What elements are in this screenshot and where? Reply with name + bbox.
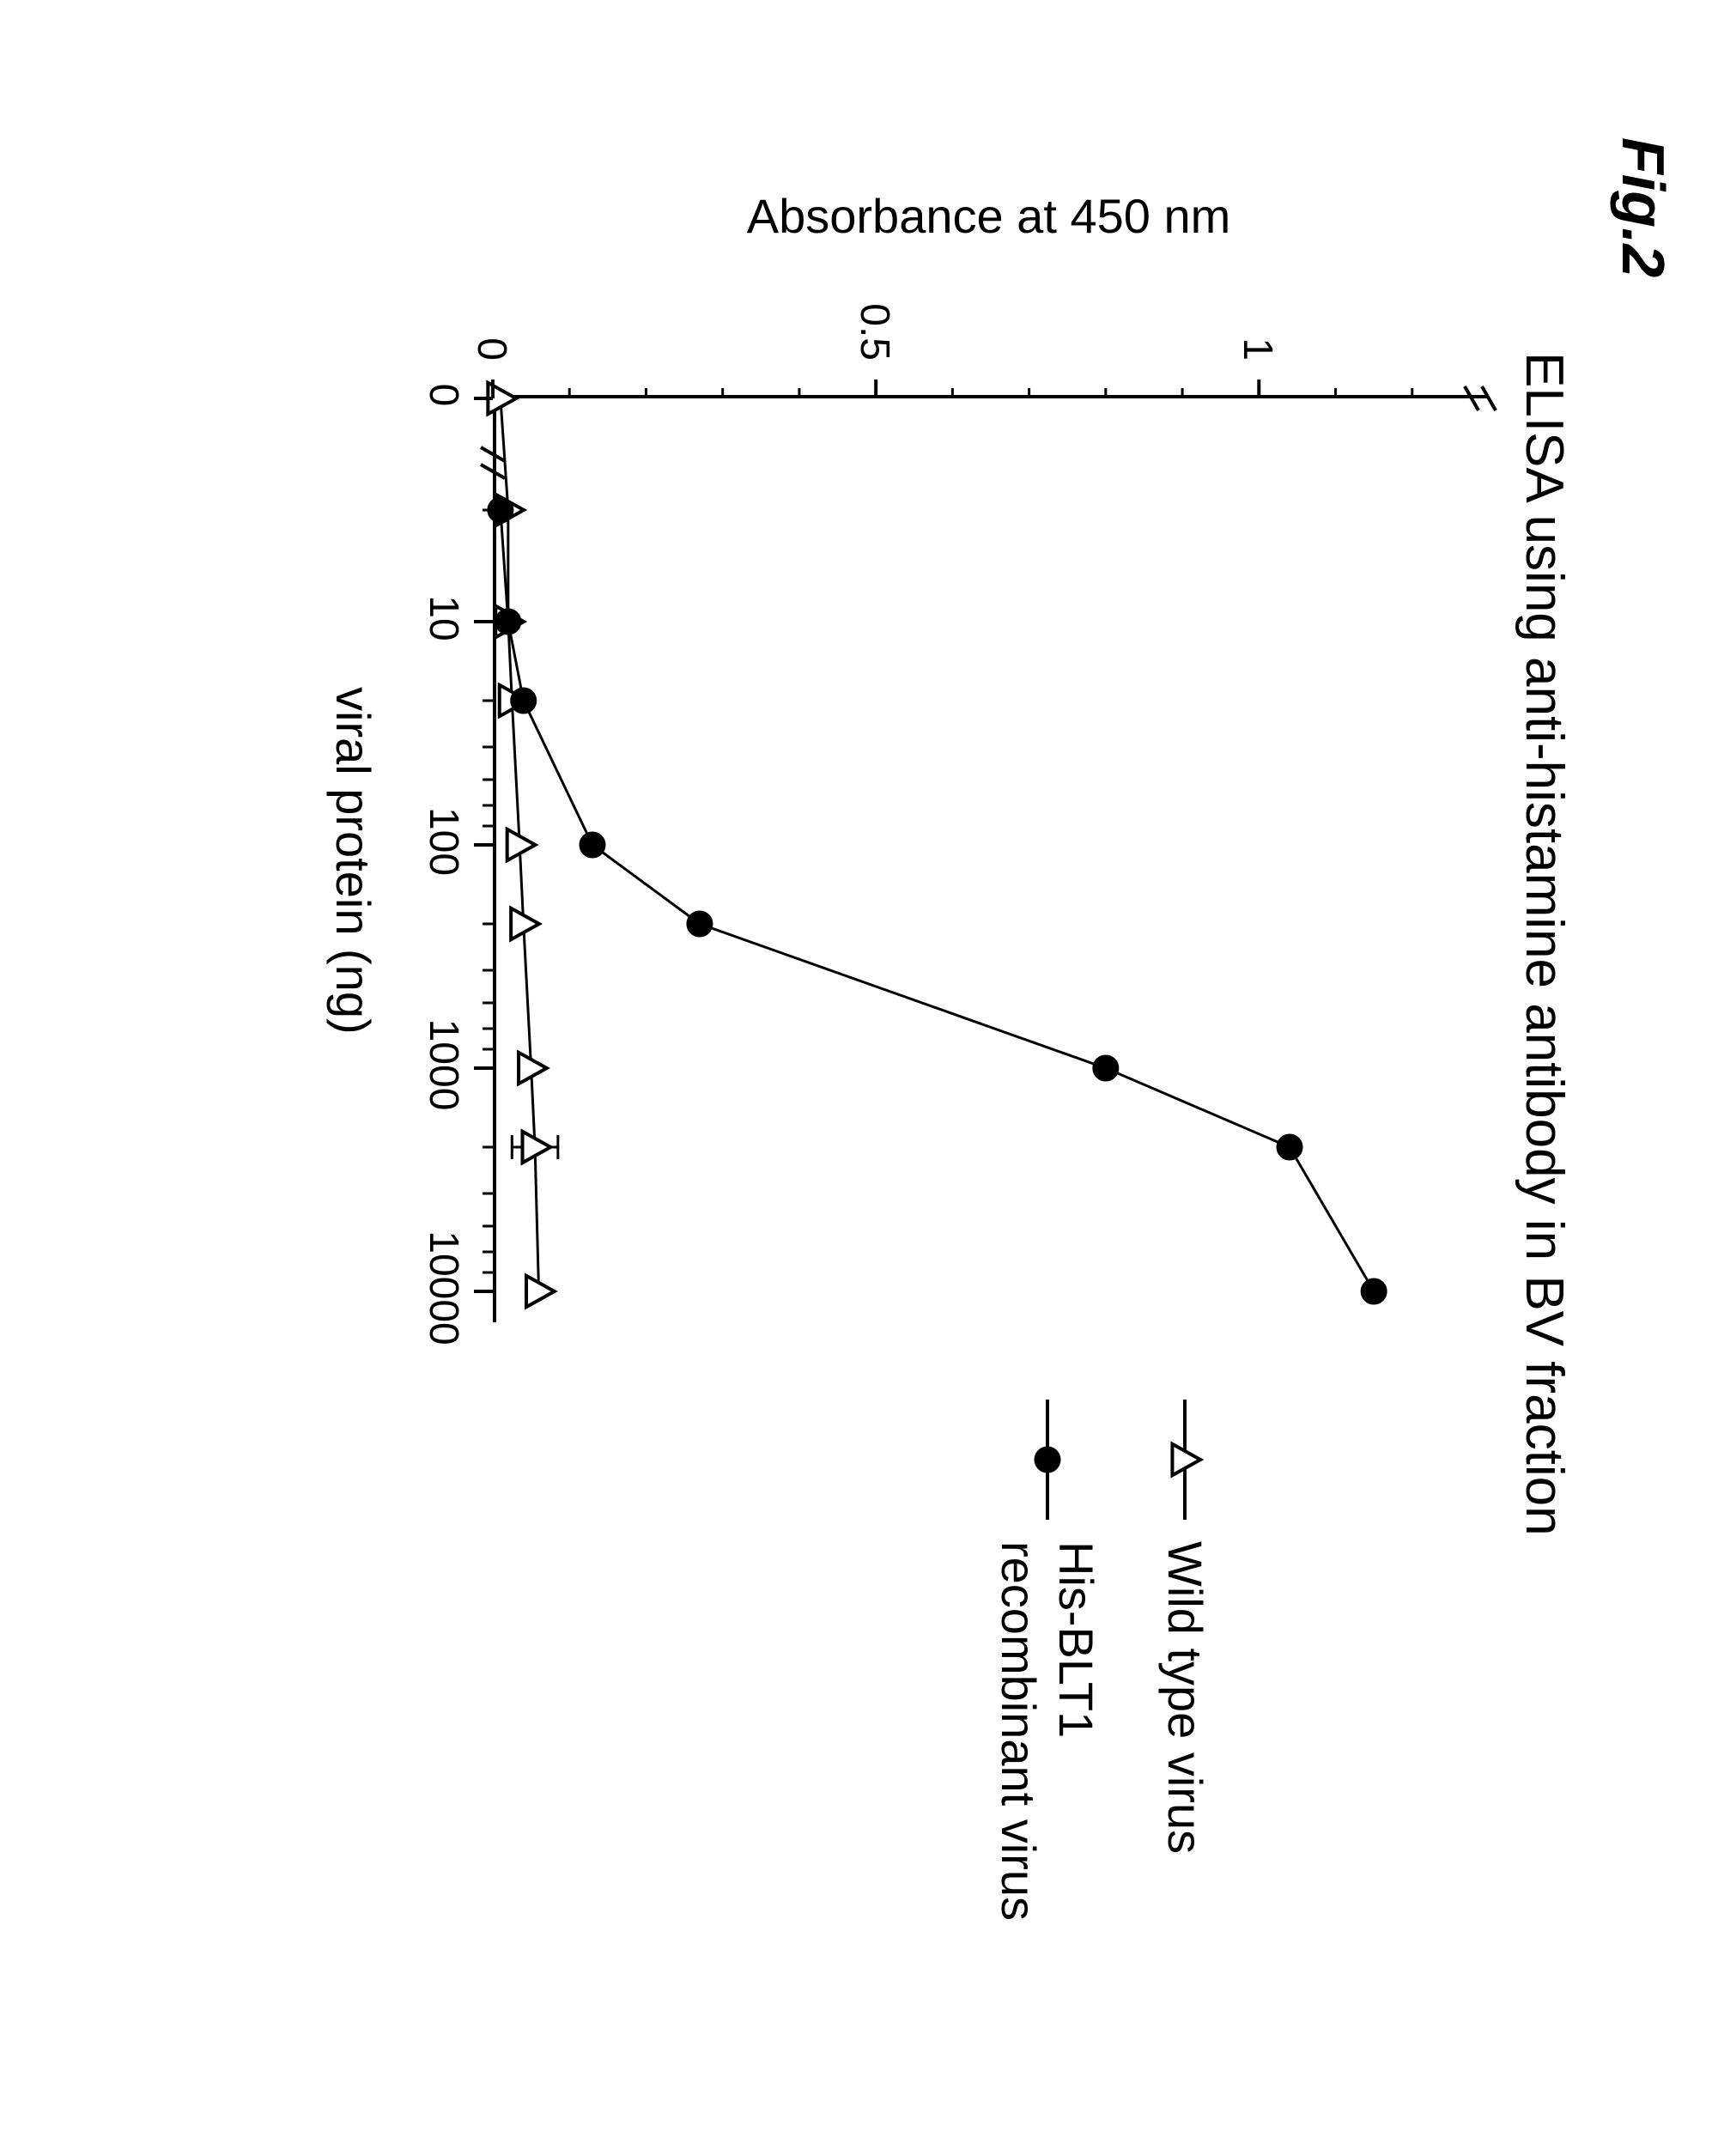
- circle-filled-icon: [1030, 1442, 1065, 1477]
- legend-item: Wild type virus: [1157, 1400, 1214, 1921]
- data-point: [580, 833, 604, 857]
- x-tick-label: 10: [420, 595, 467, 641]
- chart-svg: [493, 398, 1489, 1326]
- figure-label: Fig.2: [1609, 137, 1678, 277]
- data-point: [496, 610, 520, 634]
- y-tick-label: 0.5: [851, 303, 898, 361]
- data-point: [1094, 1056, 1118, 1080]
- legend-label: Wild type virus: [1157, 1541, 1214, 1854]
- legend-label: His-BLT1recombinant virus: [989, 1541, 1104, 1921]
- legend-item: His-BLT1recombinant virus: [989, 1400, 1104, 1921]
- data-point: [688, 912, 712, 936]
- rotated-canvas: Fig.2 ELISA using anti-histamine antibod…: [34, 34, 1712, 2122]
- data-point: [1362, 1279, 1386, 1303]
- his-blt1-line: [501, 510, 1374, 1291]
- y-tick-label: 1: [1234, 337, 1281, 361]
- x-tick-label: 1000: [420, 1019, 467, 1111]
- legend: Wild type virus His-BLT1recombinant virus: [938, 1400, 1214, 1921]
- x-tick-label: 10000: [420, 1230, 467, 1345]
- legend-line: [1183, 1400, 1187, 1520]
- y-axis-label: Absorbance at 450 nm: [747, 188, 1230, 244]
- data-point: [1278, 1135, 1302, 1159]
- legend-line: [1046, 1400, 1049, 1520]
- plot-area: [493, 395, 1489, 1322]
- figure-container: Fig.2 ELISA using anti-histamine antibod…: [34, 34, 1712, 2122]
- x-tick-label: 100: [420, 807, 467, 876]
- x-tick-label: 0: [420, 384, 467, 407]
- y-tick-label: 0: [468, 337, 515, 361]
- data-point: [526, 1276, 555, 1307]
- data-point: [512, 689, 536, 713]
- x-axis-label: viral protein (ng): [325, 687, 381, 1035]
- triangle-open-icon: [1168, 1442, 1202, 1477]
- chart-title: ELISA using anti-histamine antibody in B…: [1514, 352, 1575, 1536]
